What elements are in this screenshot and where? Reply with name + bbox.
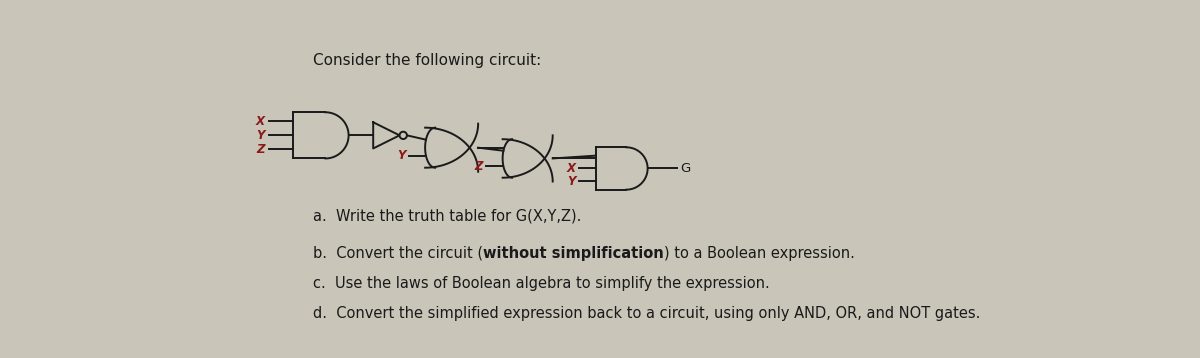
Circle shape (400, 132, 407, 139)
Text: G: G (680, 162, 690, 175)
Polygon shape (595, 147, 648, 190)
Text: Z: Z (475, 160, 484, 173)
Text: b.  Convert the circuit (: b. Convert the circuit ( (313, 246, 482, 261)
Text: ) to a Boolean expression.: ) to a Boolean expression. (664, 246, 854, 261)
Text: Consider the following circuit:: Consider the following circuit: (313, 53, 541, 68)
Text: without simplification: without simplification (482, 246, 664, 261)
Text: Y: Y (397, 149, 406, 162)
Polygon shape (425, 124, 478, 172)
Text: X: X (256, 115, 265, 128)
Text: d.  Convert the simplified expression back to a circuit, using only AND, OR, and: d. Convert the simplified expression bac… (313, 306, 980, 321)
Text: c.  Use the laws of Boolean algebra to simplify the expression.: c. Use the laws of Boolean algebra to si… (313, 276, 769, 291)
Polygon shape (293, 112, 348, 159)
Text: X: X (566, 162, 576, 175)
Text: Z: Z (257, 143, 265, 156)
Text: Y: Y (566, 175, 576, 188)
Polygon shape (503, 135, 553, 182)
Text: a.  Write the truth table for G(X,Y,Z).: a. Write the truth table for G(X,Y,Z). (313, 208, 581, 223)
Text: Y: Y (257, 129, 265, 142)
Polygon shape (373, 122, 400, 149)
